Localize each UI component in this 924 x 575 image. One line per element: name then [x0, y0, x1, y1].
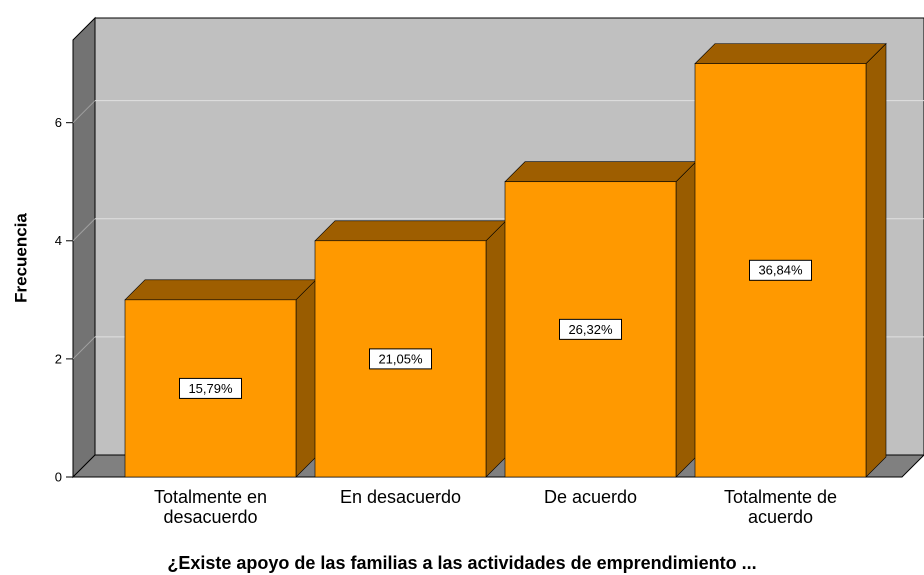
label-box — [559, 318, 622, 340]
data-label: 15,79% — [188, 381, 233, 396]
bar-top — [314, 220, 507, 242]
label-box — [749, 259, 812, 281]
label-box — [369, 348, 432, 370]
bar-side — [675, 161, 697, 478]
bar-top — [124, 279, 317, 301]
label-box — [179, 377, 242, 399]
y-axis-title: Frecuencia — [11, 213, 30, 303]
x-tick-label: Totalmente en desacuerdo — [153, 487, 268, 527]
left-wall — [72, 16, 96, 479]
x-tick-label: Totalmente de acuerdo — [723, 487, 838, 527]
x-tick-label: De acuerdo — [543, 487, 638, 507]
x-tick-label: En desacuerdo — [339, 487, 462, 507]
bar-side — [295, 279, 317, 478]
y-tick-label: 2 — [55, 351, 62, 366]
bar-side — [865, 42, 887, 478]
grid-line — [72, 336, 96, 360]
x-axis-title: ¿Existe apoyo de las familias a las acti… — [167, 553, 757, 573]
bar-top — [504, 161, 697, 183]
y-tick-label: 6 — [55, 115, 62, 130]
bar-side — [485, 220, 507, 478]
y-tick-label: 0 — [55, 469, 62, 484]
bar-top — [694, 43, 887, 64]
data-label: 26,32% — [568, 322, 613, 337]
data-label: 21,05% — [378, 351, 423, 366]
data-label: 36,84% — [758, 263, 803, 278]
grid-line — [72, 218, 96, 242]
y-tick-label: 4 — [55, 233, 62, 248]
grid-line — [72, 100, 96, 124]
